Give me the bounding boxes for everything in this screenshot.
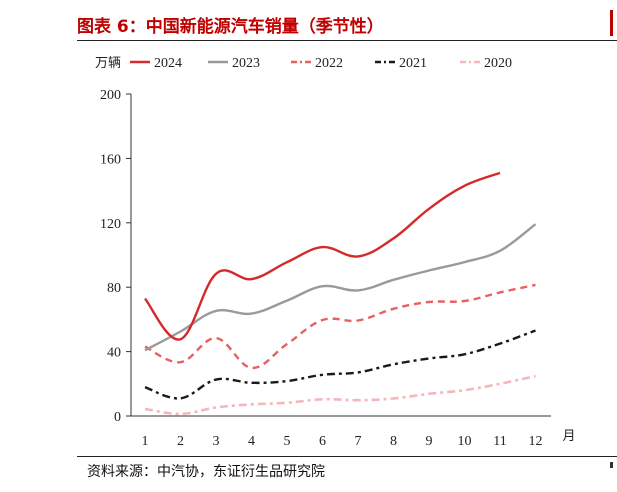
y-tick-label: 120 — [100, 217, 121, 232]
x-tick-label: 11 — [493, 434, 506, 449]
series-line-2024 — [144, 171, 501, 341]
y-tick-label: 40 — [107, 346, 121, 361]
series-line-2021 — [144, 329, 536, 400]
series-group — [144, 171, 537, 416]
x-tick-label: 10 — [458, 434, 472, 449]
legend-label-2021: 2021 — [399, 56, 427, 71]
bottom-rule — [77, 456, 617, 457]
x-tick-label: 4 — [248, 434, 255, 449]
x-tick-label: 7 — [355, 434, 362, 449]
x-tick-label: 2 — [177, 434, 184, 449]
legend-label-2024: 2024 — [154, 56, 182, 71]
series-line-2023 — [144, 223, 537, 352]
x-tick-label: 12 — [529, 434, 543, 449]
y-tick-label: 0 — [114, 410, 121, 425]
figure-title: 图表 6：中国新能源汽车销量（季节性） — [77, 17, 384, 37]
right-bottom-mark — [610, 462, 613, 468]
y-tick-label: 80 — [107, 281, 121, 296]
y-axis-unit-label: 万辆 — [95, 56, 121, 71]
series-line-2020 — [144, 374, 536, 416]
x-tick-label: 5 — [284, 434, 291, 449]
legend: 万辆 2024 2023 2022 2021 2020 — [95, 56, 512, 71]
x-tick-label: 1 — [142, 434, 149, 449]
source-note: 资料来源：中汽协，东证衍生品研究院 — [87, 464, 325, 480]
legend-label-2022: 2022 — [315, 56, 343, 71]
y-tick-label: 160 — [100, 152, 121, 167]
y-tick-label: 200 — [100, 88, 121, 103]
legend-label-2020: 2020 — [484, 56, 512, 71]
x-tick-label: 9 — [426, 434, 433, 449]
title-rule — [77, 40, 617, 41]
figure-title-bar: 图表 6：中国新能源汽车销量（季节性） — [77, 6, 617, 38]
x-tick-label: 8 — [390, 434, 397, 449]
x-axis-label: 月 — [562, 429, 575, 444]
x-tick-label: 6 — [319, 434, 326, 449]
right-accent-mark — [610, 10, 613, 36]
x-tick-label: 3 — [213, 434, 220, 449]
legend-label-2023: 2023 — [232, 56, 260, 71]
series-line-2022 — [144, 283, 536, 370]
